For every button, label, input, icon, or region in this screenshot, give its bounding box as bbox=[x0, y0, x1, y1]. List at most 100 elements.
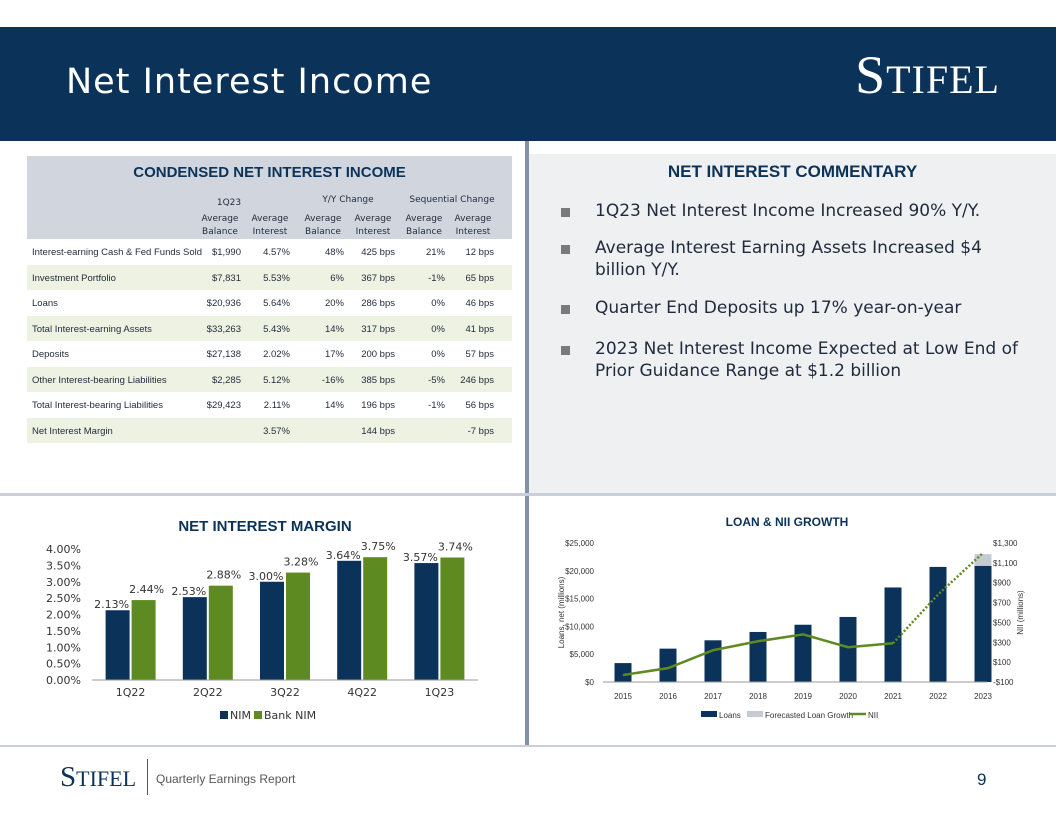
bullet-text: Quarter End Deposits up 17% year-on-year bbox=[595, 298, 962, 318]
row-label: Other Interest-bearing Liabilities bbox=[32, 374, 167, 386]
sub-header-text: Balance bbox=[305, 227, 341, 237]
cell-c1: $27,138 bbox=[206, 349, 241, 360]
page-title: Net Interest Income bbox=[66, 62, 433, 102]
x-tick-label: 2Q22 bbox=[193, 686, 223, 699]
y-tick-label: 0.50% bbox=[46, 658, 81, 671]
horizontal-divider bbox=[0, 493, 1056, 496]
cell-c2: 5.12% bbox=[263, 374, 290, 386]
cell-c5: -1% bbox=[428, 272, 445, 284]
table-row: Total Interest-earning Assets $33,263 5.43… bbox=[27, 315, 512, 341]
y-tick-label: 3.00% bbox=[46, 576, 81, 589]
cell-c6: 57 bps bbox=[465, 349, 494, 360]
table-row: Interest-earning Cash & Fed Funds Sold $1… bbox=[27, 239, 512, 264]
chart-title: LOAN & NII GROWTH bbox=[726, 515, 849, 529]
y-tick-label: 0.00% bbox=[46, 674, 81, 687]
y-tick-label: 1.50% bbox=[46, 625, 81, 638]
vertical-divider bbox=[525, 141, 529, 747]
y-tick-label: $10,000 bbox=[565, 622, 594, 631]
sub-header-text: Interest bbox=[355, 227, 391, 237]
cell-c1: $2,285 bbox=[211, 374, 241, 386]
cell-c2: 4.57% bbox=[263, 247, 290, 258]
sub-header-text: Average bbox=[251, 214, 289, 224]
x-tick-label: 1Q22 bbox=[116, 686, 146, 699]
cell-c5: 0% bbox=[431, 323, 445, 335]
row-label: Investment Portfolio bbox=[32, 272, 116, 284]
bullet-square-icon bbox=[561, 346, 570, 355]
legend-swatch bbox=[220, 711, 228, 719]
data-label: 3.74% bbox=[438, 541, 473, 554]
sub-header-text: Average bbox=[201, 214, 239, 224]
bar-nim bbox=[182, 597, 207, 680]
bar-nim bbox=[337, 560, 362, 680]
row-label: Total Interest-bearing Liabilities bbox=[32, 400, 163, 411]
bar-loans bbox=[839, 616, 857, 682]
cell-c2: 5.64% bbox=[263, 298, 290, 309]
bar-bank-nim bbox=[286, 572, 310, 680]
footer-logo-initial: S bbox=[60, 761, 77, 793]
x-tick-label: 2019 bbox=[794, 692, 812, 701]
table-row: Other Interest-bearing Liabilities $2,285… bbox=[27, 366, 512, 392]
cell-c2: 2.11% bbox=[263, 400, 290, 411]
sub-header-text: Interest bbox=[252, 227, 288, 237]
table-row: Net Interest Margin 3.57% 144 bps -7 bps bbox=[27, 417, 512, 443]
row-label: Interest-earning Cash & Fed Funds Sold bbox=[32, 247, 203, 258]
y-tick-label: 1.00% bbox=[46, 641, 81, 654]
bullet-text: 1Q23 Net Interest Income Increased 90% Y… bbox=[595, 201, 981, 221]
x-tick-label: 2022 bbox=[929, 692, 947, 701]
page-number: 9 bbox=[977, 770, 987, 789]
x-tick-label: 2017 bbox=[704, 692, 722, 701]
bar-bank-nim bbox=[440, 557, 465, 680]
bullet-text: 2023 Net Interest Income Expected at Low… bbox=[595, 339, 1018, 381]
bullet-1: 1Q23 Net Interest Income Increased 90% Y… bbox=[561, 200, 1035, 222]
y-tick-label: $20,000 bbox=[565, 567, 594, 576]
y-tick-label: $5,000 bbox=[570, 650, 595, 659]
cell-c3: 20% bbox=[324, 298, 344, 309]
sub-header-text: Average bbox=[304, 214, 342, 224]
legend-label: NIM bbox=[230, 709, 251, 722]
sub-header-text: Interest bbox=[455, 227, 491, 237]
cell-c5: 21% bbox=[425, 247, 445, 258]
y-tick-label: $25,000 bbox=[565, 539, 594, 548]
bar-nim bbox=[105, 610, 130, 680]
legend-label-loans: Loans bbox=[719, 711, 741, 720]
bar-forecast-loan-growth bbox=[974, 554, 992, 566]
cell-c2: 5.43% bbox=[263, 323, 290, 335]
legend-swatch-forecast bbox=[747, 711, 763, 717]
bullet-2: Average Interest Earning Assets Increase… bbox=[561, 237, 1035, 281]
y2-axis-label: NII (millions) bbox=[1016, 590, 1025, 635]
group-header-seq: Sequential Change bbox=[409, 195, 495, 205]
cell-c5: 0% bbox=[431, 349, 445, 360]
x-tick-label: 1Q23 bbox=[425, 686, 455, 699]
y-tick-label: 4.00% bbox=[46, 543, 81, 556]
row-label: Loans bbox=[32, 298, 58, 309]
commentary-title: NET INTEREST COMMENTARY bbox=[667, 162, 918, 181]
cell-c4: 200 bps bbox=[361, 349, 395, 360]
bar-loans bbox=[749, 631, 767, 682]
bar-bank-nim bbox=[131, 600, 156, 680]
cell-c6: 56 bps bbox=[465, 400, 494, 411]
data-label: 3.00% bbox=[249, 570, 284, 583]
sub-header-text: Balance bbox=[406, 227, 442, 237]
y2-tick-label: $1,300 bbox=[993, 539, 1018, 548]
legend-label: Bank NIM bbox=[264, 709, 316, 722]
cell-c3: -16% bbox=[321, 374, 344, 386]
sub-header-text: Average bbox=[405, 214, 443, 224]
cell-c3: 14% bbox=[324, 400, 344, 411]
footer-separator bbox=[147, 759, 148, 795]
data-label: 3.64% bbox=[326, 549, 361, 562]
footer-logo: STIFEL bbox=[60, 763, 136, 792]
y2-tick-label: $1,100 bbox=[993, 559, 1018, 568]
top-strip bbox=[0, 0, 1056, 27]
sub-header-text: Balance bbox=[202, 227, 238, 237]
data-label: 3.28% bbox=[284, 556, 319, 569]
cell-c4: 286 bps bbox=[361, 298, 395, 309]
data-label: 3.57% bbox=[403, 551, 438, 564]
cell-c4: 367 bps bbox=[361, 272, 395, 284]
table-row: Deposits $27,138 2.02% 17% 200 bps 0% 57 bps bbox=[27, 341, 512, 366]
cell-c4: 144 bps bbox=[361, 425, 395, 437]
x-tick-label: 3Q22 bbox=[270, 686, 300, 699]
nim-chart: NET INTEREST MARGIN 0.00% 0.50% 1.00% 1.50% 2… bbox=[46, 518, 478, 722]
cell-c1: $20,936 bbox=[206, 298, 241, 309]
cell-c4: 385 bps bbox=[361, 374, 395, 386]
